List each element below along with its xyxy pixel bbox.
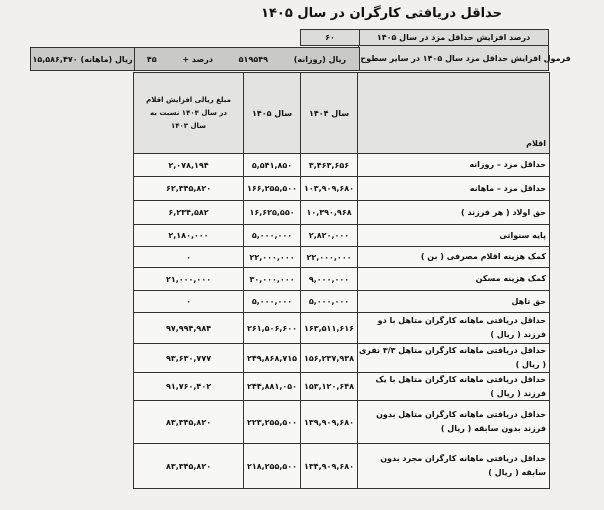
cell-item: حداقل دریافتی ماهانه کارگران متاهل با یک… [357,372,550,401]
header-1405: سال ۱۴۰۵ [243,72,301,154]
cell-increase: ۹۱,۷۶۰,۴۰۲ [133,372,244,401]
header-item: اقلام [357,72,550,154]
daily-unit: ریال (روزانه) [293,54,347,64]
cell-item: حداقل دریافتی ماهانه کارگران متاهل ۳/۳ ن… [357,343,550,373]
cell-y1405: ۲۴۹,۸۶۸,۷۱۵ [243,343,301,373]
cell-item: حداقل مزد – روزانه [357,153,550,177]
cell-increase: ۹۷,۹۹۴,۹۸۴ [133,312,244,344]
cell-increase: ۸۳,۳۴۵,۸۲۰ [133,400,244,444]
increase-percent-value: ۶۰ [300,29,360,46]
cell-y1405: ۲۱۸,۲۵۵,۵۰۰ [243,443,301,489]
cell-y1404: ۱۰۳,۹۰۹,۶۸۰ [300,176,358,201]
header-increase: مبلغ ریالی افزایش اقلام در سال ۱۴۰۴ نسبت… [133,72,244,154]
cell-increase: ۶,۲۳۴,۵۸۲ [133,200,244,225]
cell-increase: ۲,۰۷۸,۱۹۴ [133,153,244,177]
cell-increase: ۹۳,۶۳۰,۷۷۷ [133,343,244,373]
cell-item: حق تاهل [357,290,550,313]
cell-item: حداقل دریافتی ماهانه کارگران متاهل بدون … [357,400,550,444]
cell-increase: ۰ [133,246,244,268]
cell-y1404: ۵,۰۰۰,۰۰۰ [300,290,358,313]
cell-item: حداقل مزد – ماهانه [357,176,550,201]
daily-amount: ۵۱۹۵۴۹ [238,54,268,64]
cell-y1404: ۱۶۳,۵۱۱,۶۱۶ [300,312,358,344]
cell-item: کمک هزینه اقلام مصرفی ( بن ) [357,246,550,268]
cell-y1404: ۱۵۶,۲۳۷,۹۳۸ [300,343,358,373]
percent-suffix: درصد + [182,54,213,64]
cell-y1405: ۲۲,۰۰۰,۰۰۰ [243,246,301,268]
header-1404: سال ۱۴۰۴ [300,72,358,154]
cell-y1405: ۲۶۱,۵۰۶,۶۰۰ [243,312,301,344]
cell-y1404: ۲۲,۰۰۰,۰۰۰ [300,246,358,268]
cell-item: حق اولاد ( هر فرزند ) [357,200,550,225]
cell-increase: ۶۲,۳۴۵,۸۲۰ [133,176,244,201]
cell-item: کمک هزینه مسکن [357,267,550,291]
cell-item: حداقل دریافتی ماهانه کارگران متاهل با دو… [357,312,550,344]
cell-y1405: ۳۰,۰۰۰,۰۰۰ [243,267,301,291]
formula-label: فرمول افزایش حداقل مزد سال ۱۴۰۵ در سایر … [336,45,571,71]
cell-item: پایه سنواتی [357,224,550,247]
document-title: حداقل دریافتی کارگران در سال ۱۴۰۵ [261,6,502,21]
monthly-amount: ۱۵,۵۸۶,۴۷۰ [32,54,78,64]
monthly-unit: ریال (ماهانه) [80,54,133,64]
cell-y1405: ۱۶,۶۲۵,۵۵۰ [243,200,301,225]
cell-increase: ۲۱,۰۰۰,۰۰۰ [133,267,244,291]
cell-y1404: ۱۳۴,۹۰۹,۶۸۰ [300,443,358,489]
formula-daily-segment: ریال (روزانه) ۵۱۹۵۴۹ درصد + ۴۵ [133,47,360,71]
cell-increase: ۰ [133,290,244,313]
cell-y1404: ۲,۸۲۰,۰۰۰ [300,224,358,247]
cell-y1404: ۱۳۹,۹۰۹,۶۸۰ [300,400,358,444]
cell-y1404: ۱۵۳,۱۲۰,۶۴۸ [300,372,358,401]
cell-increase: ۸۳,۳۴۵,۸۲۰ [133,443,244,489]
cell-y1405: ۵,۰۰۰,۰۰۰ [243,290,301,313]
cell-y1405: ۲۴۴,۸۸۱,۰۵۰ [243,372,301,401]
formula-monthly-segment: ریال (ماهانه) ۱۵,۵۸۶,۴۷۰ [30,47,135,71]
cell-y1405: ۲۲۳,۲۵۵,۵۰۰ [243,400,301,444]
cell-y1404: ۳,۴۶۳,۶۵۶ [300,153,358,177]
cell-increase: ۲,۱۸۰,۰۰۰ [133,224,244,247]
cell-item: حداقل دریافتی ماهانه کارگران مجرد بدون س… [357,443,550,489]
formula-percent: ۴۵ [146,54,157,64]
cell-y1404: ۹,۰۰۰,۰۰۰ [300,267,358,291]
cell-y1405: ۵,۰۰۰,۰۰۰ [243,224,301,247]
cell-y1405: ۵,۵۴۱,۸۵۰ [243,153,301,177]
cell-y1405: ۱۶۶,۲۵۵,۵۰۰ [243,176,301,201]
cell-y1404: ۱۰,۳۹۰,۹۶۸ [300,200,358,225]
